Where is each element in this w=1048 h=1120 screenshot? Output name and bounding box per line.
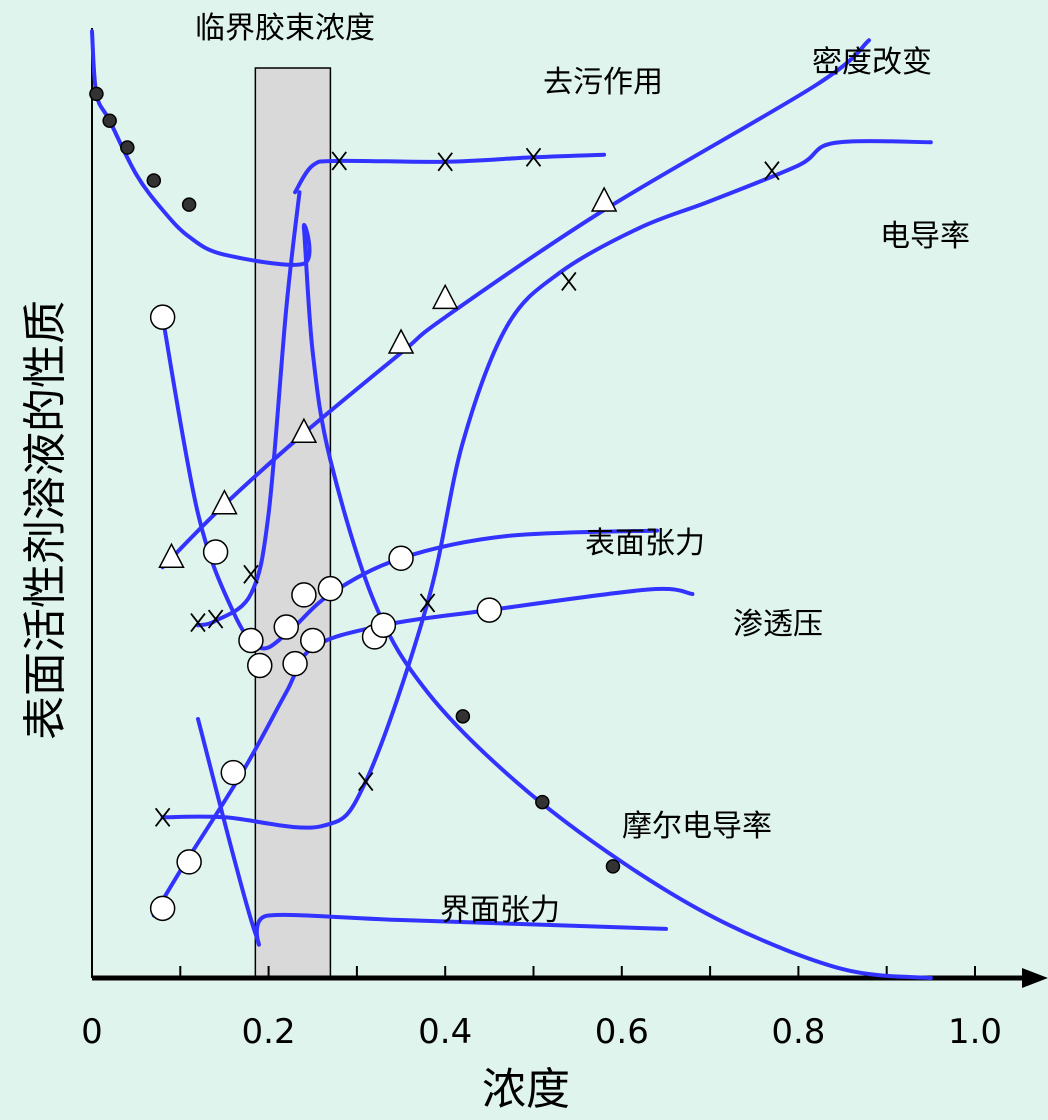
x-axis-title: 浓度 xyxy=(482,1064,570,1115)
data-point-triangle xyxy=(387,328,415,354)
x-tick-label: 0.4 xyxy=(418,1012,472,1052)
data-point-circle xyxy=(388,545,414,572)
data-point-dot xyxy=(89,86,104,102)
data-point-triangle xyxy=(290,417,318,444)
x-tick-label: 1.0 xyxy=(948,1012,1002,1052)
y-axis-title: 表面活性剂溶液的性质 xyxy=(20,300,71,740)
data-point-circle xyxy=(370,612,397,639)
data-point-x xyxy=(437,152,453,172)
data-point-circle xyxy=(300,627,326,654)
x-tick-label: 0 xyxy=(81,1012,103,1052)
data-point-circle xyxy=(247,652,273,679)
data-point-triangle xyxy=(158,542,185,569)
data-point-triangle xyxy=(211,489,238,515)
data-point-circle xyxy=(149,304,176,330)
band-label: 临界胶束浓度 xyxy=(195,11,375,46)
x-tick-label: 0.2 xyxy=(242,1012,296,1052)
data-point-x xyxy=(207,609,224,629)
data-point-circle xyxy=(202,539,229,565)
data-point-circle xyxy=(291,582,317,608)
data-point-triangle xyxy=(431,283,459,310)
series-label-conductivity: 电导率 xyxy=(880,219,970,254)
data-point-x xyxy=(154,807,171,827)
data-point-circle xyxy=(282,650,308,677)
data-point-x xyxy=(331,151,347,171)
x-tick-label: 0.8 xyxy=(771,1012,825,1052)
x-axis-arrow xyxy=(1022,968,1048,988)
data-point-circle xyxy=(176,849,202,875)
data-point-x xyxy=(243,564,259,584)
series-label-detergency: 去污作用 xyxy=(543,65,663,100)
data-point-circle xyxy=(238,627,264,654)
series-label-surface-tension: 表面张力 xyxy=(585,526,705,561)
data-point-x xyxy=(525,147,542,167)
series-line-0 xyxy=(293,152,607,195)
data-point-dot xyxy=(120,140,135,155)
data-point-x xyxy=(419,593,436,613)
data-point-circle xyxy=(273,614,300,640)
data-point-dot xyxy=(605,859,621,874)
series-label-interfacial-tension: 界面张力 xyxy=(440,893,560,928)
series-line-1 xyxy=(160,38,871,570)
series-line-6 xyxy=(90,29,933,980)
data-point-x xyxy=(190,613,206,633)
data-point-dot xyxy=(455,709,471,724)
data-point-dot xyxy=(146,173,162,188)
series-label-molar-conductivity: 摩尔电导率 xyxy=(622,809,772,844)
series-label-density: 密度改变 xyxy=(812,45,932,80)
data-point-circle xyxy=(220,759,247,786)
data-point-dot xyxy=(102,113,117,128)
data-point-x xyxy=(561,271,577,292)
data-point-circle xyxy=(149,895,176,922)
series-line-7 xyxy=(196,190,302,628)
data-point-triangle xyxy=(590,186,618,212)
series-label-osmotic-pressure: 渗透压 xyxy=(733,607,823,642)
data-point-circle xyxy=(476,597,503,623)
data-point-circle xyxy=(317,575,344,602)
series-line-2 xyxy=(160,139,933,830)
x-tick-label: 0.6 xyxy=(595,1012,649,1052)
data-point-x xyxy=(358,771,374,792)
data-point-dot xyxy=(535,794,550,810)
data-point-dot xyxy=(181,197,197,212)
data-point-x xyxy=(764,161,780,181)
series-line-5 xyxy=(196,717,668,947)
